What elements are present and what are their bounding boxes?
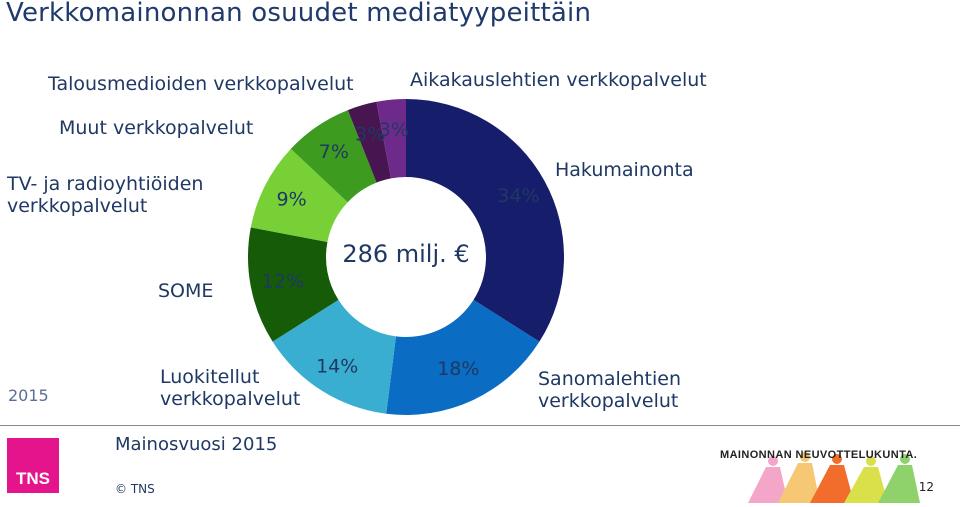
label-sanomalehdet-line1: Sanomalehtien — [538, 368, 681, 390]
label-luokitellut-line2: verkkopalvelut — [160, 388, 301, 410]
label-muut: Muut verkkopalvelut — [59, 117, 254, 139]
tns-logo: TNS — [7, 438, 59, 493]
label-tv-radio-line1: TV- ja radioyhtiöiden — [7, 173, 204, 195]
tns-logo-text: TNS — [16, 469, 50, 488]
data-label-6: 7% — [319, 141, 349, 163]
mainonnan-neuvottelukunta-logo: MAINONNAN NEUVOTTELUKUNTA. — [708, 437, 958, 503]
data-label-1: 34% — [497, 185, 539, 207]
data-label-2: 18% — [437, 358, 479, 380]
divider-line — [0, 425, 960, 426]
data-label-5: 9% — [277, 189, 307, 211]
slice-muut-verkkopalvelut — [290, 110, 377, 203]
data-label-4: 12% — [262, 270, 304, 292]
label-hakumainonta: Hakumainonta — [555, 159, 694, 181]
label-sanomalehdet: Sanomalehtien verkkopalvelut — [538, 368, 681, 412]
slice-hakumainonta — [406, 99, 565, 342]
label-some: SOME — [158, 280, 214, 302]
label-tv-radio-line2: verkkopalvelut — [7, 195, 148, 217]
slice-some — [247, 227, 339, 342]
label-tv-radio: TV- ja radioyhtiöiden verkkopalvelut — [7, 173, 203, 217]
copyright-text: © TNS — [115, 482, 155, 496]
label-luokitellut: Luokitellut verkkopalvelut — [160, 366, 300, 410]
source-title: Mainosvuosi 2015 — [115, 434, 278, 455]
label-talousmediat: Talousmedioiden verkkopalvelut — [48, 73, 354, 95]
label-luokitellut-line1: Luokitellut — [160, 366, 260, 388]
slice-luokitellut-verkkopalvelut — [272, 299, 396, 414]
label-aikakauslehdet: Aikakauslehtien verkkopalvelut — [410, 69, 707, 91]
mnl-logo-text: MAINONNAN NEUVOTTELUKUNTA. — [720, 449, 918, 461]
slice-talousmedioiden-verkkopalvelut — [347, 101, 392, 183]
data-label-3: 14% — [316, 355, 358, 377]
page-number: 12 — [918, 480, 934, 494]
data-label-8: 3% — [379, 119, 409, 141]
slice-tv-ja-radioyhtiöiden-verkkopalvelut — [250, 148, 348, 243]
year-label: 2015 — [8, 386, 49, 405]
page-title: Verkkomainonnan osuudet mediatyypeittäin — [6, 0, 592, 28]
label-sanomalehdet-line2: verkkopalvelut — [538, 390, 679, 412]
mnl-figures-graphic — [748, 452, 920, 503]
slice-sanomalehtien-verkkopalvelut — [386, 299, 540, 415]
slice-aikakauslehtien-verkkopalvelut — [376, 99, 406, 179]
center-label: 286 milj. € — [342, 240, 469, 268]
data-label-7: 3% — [355, 124, 385, 146]
